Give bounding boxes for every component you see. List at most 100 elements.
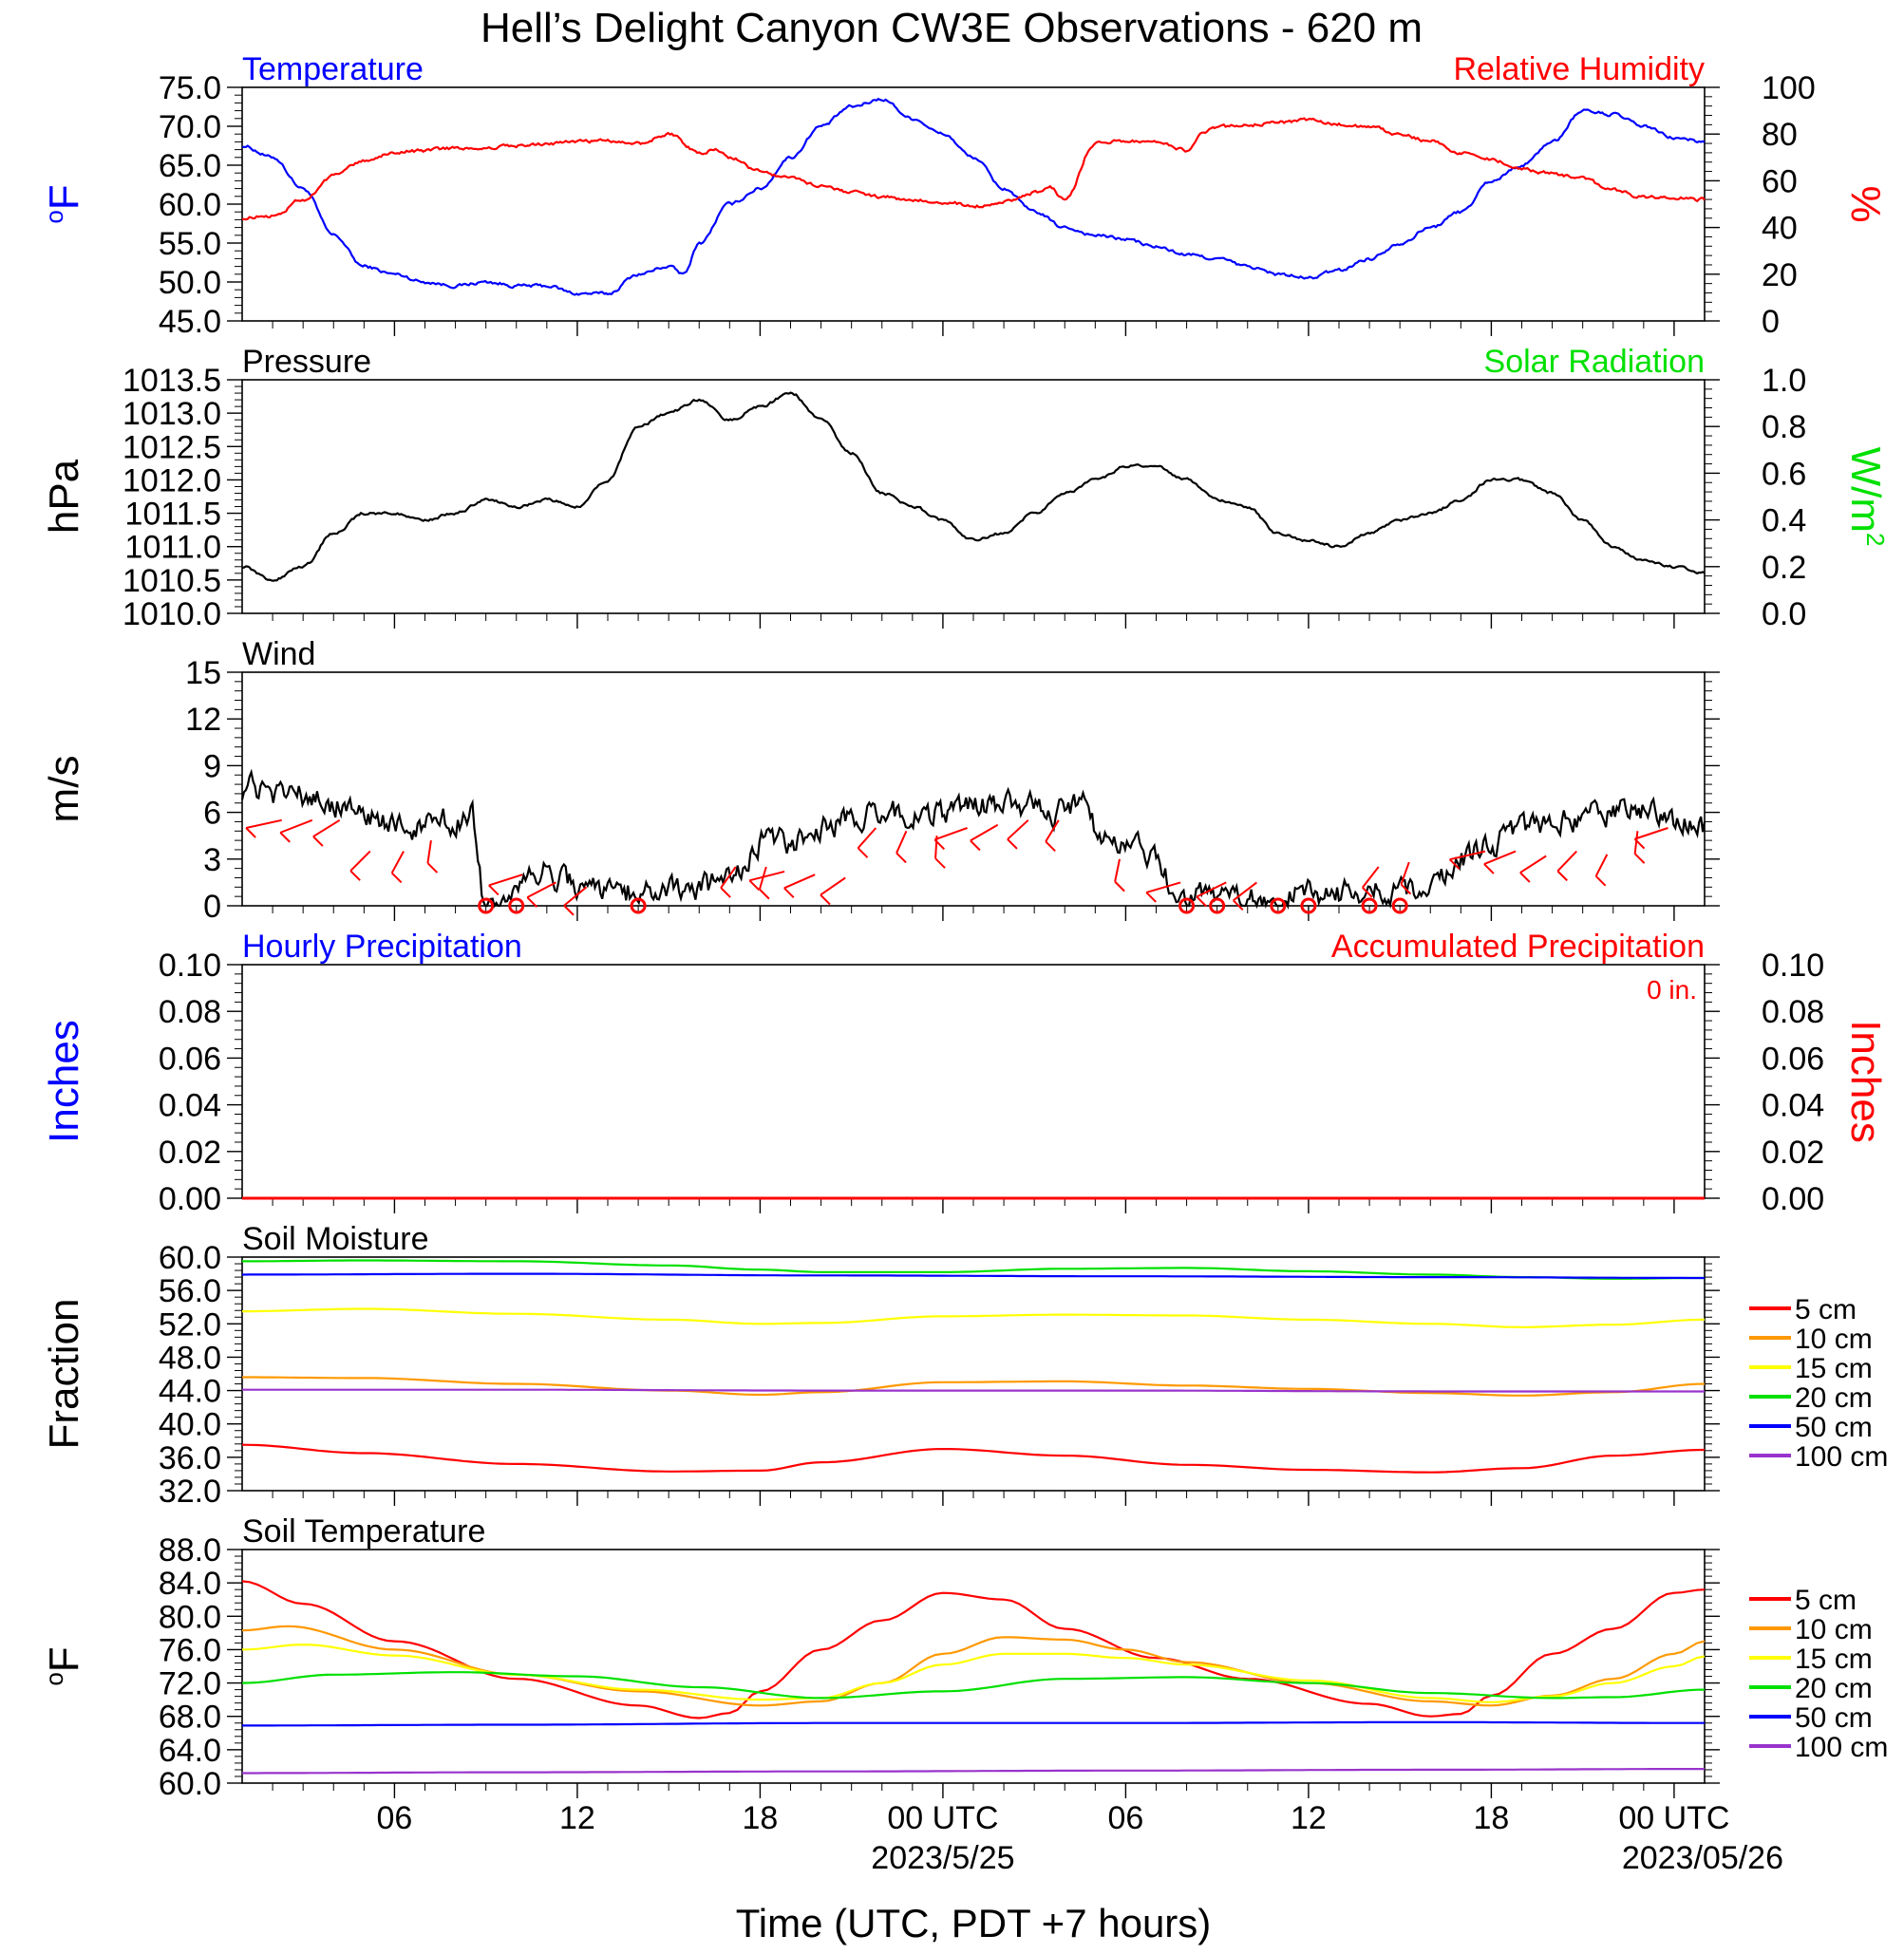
wind-barb bbox=[563, 886, 588, 907]
wind-barb-flag bbox=[426, 862, 439, 874]
wind-barb bbox=[1519, 855, 1547, 874]
series-line-15-cm bbox=[242, 1307, 1706, 1328]
panel-title-right: Solar Radiation bbox=[1484, 344, 1705, 380]
wind-barb bbox=[1400, 861, 1410, 885]
series-line-temperature bbox=[242, 97, 1706, 296]
legend-label: 10 cm bbox=[1795, 1324, 1873, 1355]
wind-barb-flag bbox=[1556, 870, 1568, 882]
x-axis-label: Time (UTC, PDT +7 hours) bbox=[736, 1901, 1212, 1945]
calm-wind-circle bbox=[478, 897, 495, 914]
panel-title-right: Accumulated Precipitation bbox=[1331, 929, 1705, 965]
x-tick-label: 18 bbox=[1474, 1800, 1510, 1836]
wind-barb-flag bbox=[1233, 899, 1244, 911]
wind-barb bbox=[1556, 850, 1577, 873]
panel-title-left: Soil Moisture bbox=[242, 1221, 429, 1257]
y-tick-label: 40.0 bbox=[159, 1407, 221, 1443]
series-line-50-cm bbox=[241, 1272, 1705, 1280]
y-tick-label: 55.0 bbox=[159, 226, 221, 262]
wind-barb bbox=[312, 818, 341, 837]
y-tick-label-right: 0.06 bbox=[1762, 1041, 1824, 1077]
wind-barb-flag bbox=[1483, 863, 1495, 874]
legend-label: 10 cm bbox=[1795, 1614, 1873, 1645]
wind-barb-flag bbox=[934, 857, 946, 869]
panel-title-left: Soil Temperature bbox=[242, 1513, 485, 1550]
y-tick-label-right: 60 bbox=[1762, 163, 1798, 199]
calm-wind-circle bbox=[1178, 897, 1196, 914]
x-tick-label: 12 bbox=[1291, 1800, 1327, 1836]
wind-barb-flag bbox=[279, 832, 291, 843]
y-tick-label-right: 40 bbox=[1762, 211, 1798, 247]
y-tick-label: 52.0 bbox=[159, 1306, 221, 1343]
y-tick-label-right: 80 bbox=[1762, 117, 1798, 153]
y-tick-label: 0.02 bbox=[159, 1135, 221, 1171]
wind-barb bbox=[1114, 858, 1121, 882]
wind-barb-flag bbox=[245, 827, 256, 838]
wind-barb-flag bbox=[488, 884, 500, 896]
wind-barb bbox=[758, 866, 767, 890]
panel-frame bbox=[241, 1256, 1706, 1492]
y-tick-label: 56.0 bbox=[159, 1273, 221, 1309]
y-tick-label: 76.0 bbox=[159, 1632, 221, 1668]
wind-barb-flag bbox=[820, 893, 831, 906]
legend-label: 20 cm bbox=[1795, 1673, 1873, 1704]
series-line-5-cm bbox=[241, 1580, 1706, 1719]
wind-barb bbox=[1007, 819, 1029, 840]
y-tick-label: 6 bbox=[203, 796, 221, 832]
wind-barb-flag bbox=[720, 887, 731, 898]
wind-barb-flag bbox=[1633, 837, 1646, 850]
legend-label: 100 cm bbox=[1795, 1732, 1888, 1763]
panel-wind: 0 3 6 9 12 15 Wind m/s bbox=[41, 636, 1720, 925]
calm-wind-circle bbox=[1270, 897, 1287, 914]
wind-barb bbox=[933, 827, 968, 841]
wind-barb-flag bbox=[526, 896, 537, 908]
y-tick-label: 0 bbox=[203, 889, 221, 925]
precip-annotation: 0 in. bbox=[1647, 975, 1697, 1005]
x-date-label: 2023/05/26 bbox=[1622, 1840, 1783, 1876]
y-tick-label: 0.04 bbox=[159, 1088, 221, 1124]
y-tick-label: 65.0 bbox=[159, 148, 221, 184]
x-axis: 06 12 18 00 UTC 2023/5/25 06 12 18 00 UTC 2023/05… bbox=[377, 1800, 1783, 1876]
panel-soil_moisture: 32.036.040.044.048.052.056.060.0 Soil Moi… bbox=[41, 1221, 1888, 1510]
wind-barb-flag bbox=[970, 839, 981, 852]
y-tick-label-right: 0.4 bbox=[1762, 503, 1806, 539]
y-tick-label: 75.0 bbox=[159, 70, 221, 106]
y-tick-label: 1011.5 bbox=[125, 497, 221, 533]
wind-barb-flag bbox=[1400, 883, 1412, 895]
legend-label: 20 cm bbox=[1795, 1382, 1873, 1414]
calm-wind-circle bbox=[1361, 897, 1378, 914]
wind-barb bbox=[783, 874, 816, 890]
wind-barb bbox=[1362, 866, 1380, 889]
y-axis-label-right: % bbox=[1842, 185, 1889, 222]
wind-barb-flag bbox=[1519, 872, 1531, 883]
y-tick-label-right: 100 bbox=[1762, 70, 1816, 106]
wind-barb-flag bbox=[1114, 880, 1125, 892]
wind-barb-flag bbox=[759, 888, 770, 900]
y-tick-label: 12 bbox=[185, 702, 221, 738]
wind-barb bbox=[1233, 881, 1257, 902]
y-tick-label: 0.08 bbox=[159, 994, 221, 1030]
wind-barb bbox=[426, 839, 432, 864]
legend-label: 15 cm bbox=[1795, 1353, 1873, 1384]
wind-barb-flag bbox=[1045, 840, 1056, 853]
wind-barb bbox=[1633, 831, 1639, 855]
legend-label: 50 cm bbox=[1795, 1412, 1873, 1443]
y-tick-label-right: 0.08 bbox=[1762, 994, 1824, 1030]
y-tick-label-right: 0.8 bbox=[1762, 409, 1806, 445]
panels-group: 45.050.055.060.065.070.075.0020406080100… bbox=[40, 51, 1890, 1802]
wind-barb-flag bbox=[1196, 895, 1207, 908]
panel-pressure: 1010.01010.51011.01011.51012.01012.51013… bbox=[41, 344, 1890, 632]
panel-title-left: Hourly Precipitation bbox=[242, 929, 522, 965]
calm-wind-circle bbox=[508, 897, 525, 914]
wind-barb-flag bbox=[349, 870, 361, 881]
wind-barb bbox=[1634, 827, 1668, 840]
legend-label: 100 cm bbox=[1795, 1441, 1888, 1473]
y-tick-label-right: 0.0 bbox=[1762, 596, 1806, 632]
wind-barb bbox=[857, 827, 877, 849]
y-tick-label-right: 0 bbox=[1762, 304, 1780, 340]
wind-barb bbox=[970, 823, 999, 842]
series-line-pressure bbox=[241, 391, 1706, 582]
wind-barb-flag bbox=[1362, 887, 1373, 898]
y-axis-label: hPa bbox=[41, 459, 87, 534]
wind-barb bbox=[1196, 881, 1227, 898]
